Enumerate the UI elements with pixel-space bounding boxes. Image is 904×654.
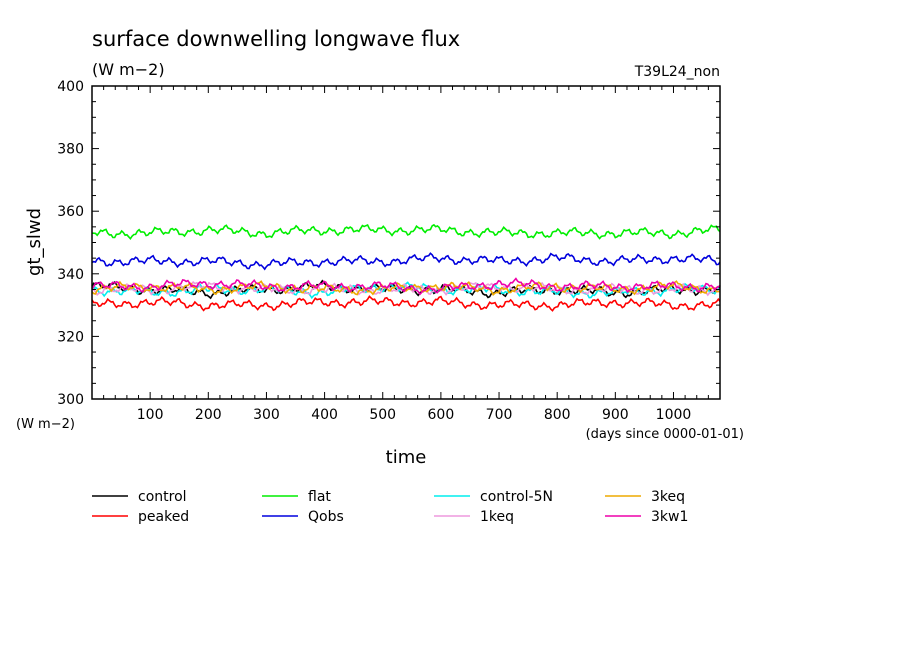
x-tick-label: 800 [544,407,571,423]
legend-label-control-5N: control-5N [480,489,553,505]
x-tick-label: 900 [602,407,629,423]
series-line-3keq [91,280,720,296]
experiment-label: T39L24_non [634,64,720,80]
series-line-3kw1 [91,277,721,296]
x-tick-label: 1000 [656,407,692,423]
series-line-peaked [91,295,721,312]
series-lines [91,223,721,312]
legend-label-3kw1: 3kw1 [651,509,688,525]
x-tick-label: 500 [369,407,396,423]
y-tick-label: 360 [57,204,84,220]
y-units-label: (W m−2) [16,417,75,432]
x-units-label: (days since 0000-01-01) [586,427,744,442]
series-line-flat [92,223,721,241]
y-tick-label: 340 [57,267,84,283]
y-tick-label: 300 [57,392,84,408]
chart-units: (W m−2) [92,60,165,79]
series-line-Qobs [91,252,721,271]
x-tick-label: 100 [137,407,164,423]
axis-ticks: 100 200 300 400 500 600 700 800 900 1000 300 320 340… [57,79,720,423]
legend: control peaked flat Qobs control-5N 1keq 3keq 3… [92,489,688,525]
chart-title: surface downwelling longwave flux [92,27,460,51]
plot-frame [91,85,721,400]
legend-label-control: control [138,489,187,505]
y-tick-label: 320 [57,329,84,345]
legend-label-flat: flat [308,489,331,505]
x-axis-label: time [386,447,427,468]
y-axis-label: gt_slwd [24,208,45,276]
x-tick-label: 300 [253,407,280,423]
legend-label-peaked: peaked [138,509,189,525]
x-tick-label: 600 [428,407,455,423]
legend-label-3keq: 3keq [651,489,685,505]
x-tick-label: 400 [311,407,338,423]
x-tick-label: 700 [486,407,513,423]
y-tick-label: 400 [57,79,84,95]
legend-label-Qobs: Qobs [308,509,344,525]
y-tick-label: 380 [57,142,84,158]
legend-label-1keq: 1keq [480,509,514,525]
x-tick-label: 200 [195,407,222,423]
